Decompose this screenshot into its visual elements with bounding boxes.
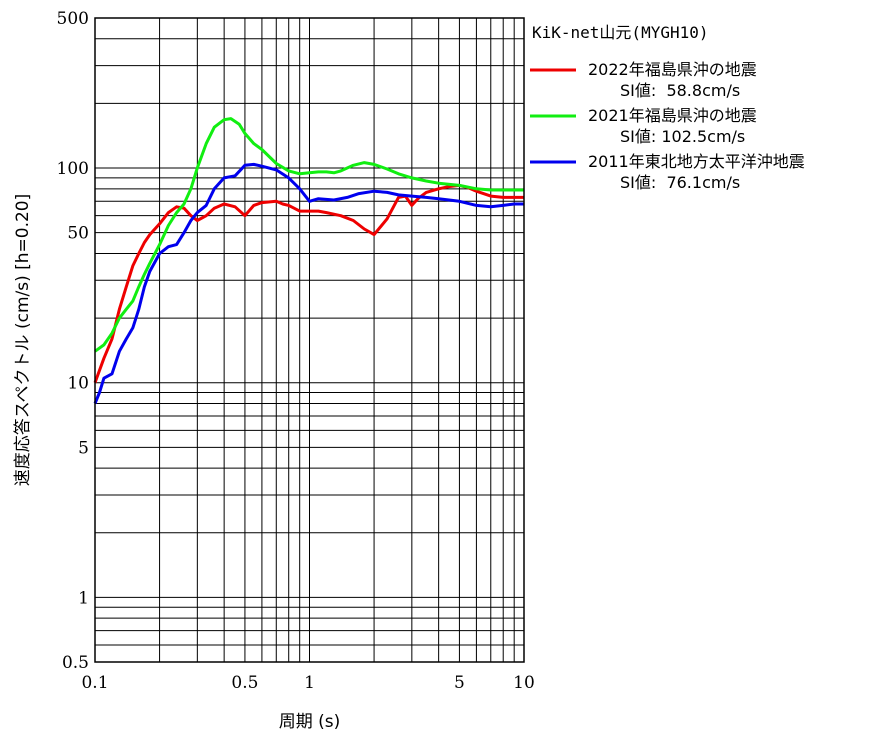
series-line-2 xyxy=(94,117,524,353)
y-tick-label: 10 xyxy=(67,374,89,394)
legend-si-value: SI値: 102.5cm/s xyxy=(620,127,745,146)
x-tick-label: 10 xyxy=(513,673,535,693)
legend-series-name: 2011年東北地方太平洋沖地震 xyxy=(588,152,805,171)
x-tick-label: 0.5 xyxy=(231,673,258,693)
y-tick-label: 5 xyxy=(78,438,89,458)
y-tick-label: 100 xyxy=(57,159,89,179)
legend-series-name: 2022年福島県沖の地震 xyxy=(588,60,757,79)
legend: 2022年福島県沖の地震 SI値: 58.8cm/s 2021年福島県沖の地震 SI値… xyxy=(530,60,805,192)
plot-frame xyxy=(94,17,525,663)
series-line-3 xyxy=(93,162,524,405)
x-tick-labels: 0.1 0.5 1 5 10 xyxy=(81,673,534,693)
y-tick-label: 50 xyxy=(67,224,89,244)
x-tick-label: 0.1 xyxy=(81,673,108,693)
y-tick-label: 500 xyxy=(57,9,89,29)
legend-series-name: 2021年福島県沖の地震 xyxy=(588,106,757,125)
grid xyxy=(95,18,524,662)
station-name: KiK-net山元(MYGH10) xyxy=(532,23,709,42)
y-tick-label: 1 xyxy=(78,588,89,608)
legend-si-value: SI値: 76.1cm/s xyxy=(620,173,740,192)
x-tick-label: 5 xyxy=(454,673,465,693)
legend-si-value: SI値: 58.8cm/s xyxy=(620,81,740,100)
y-tick-label: 0.5 xyxy=(62,653,89,673)
y-axis-label: 速度応答スペクトル (cm/s) [h=0.20] xyxy=(13,194,33,487)
x-tick-label: 1 xyxy=(304,673,315,693)
series-layer xyxy=(93,117,524,405)
series-line-1 xyxy=(93,183,524,384)
y-tick-labels: 0.5 1 5 10 50 100 500 xyxy=(57,9,89,673)
x-axis-label: 周期 (s) xyxy=(279,712,341,732)
